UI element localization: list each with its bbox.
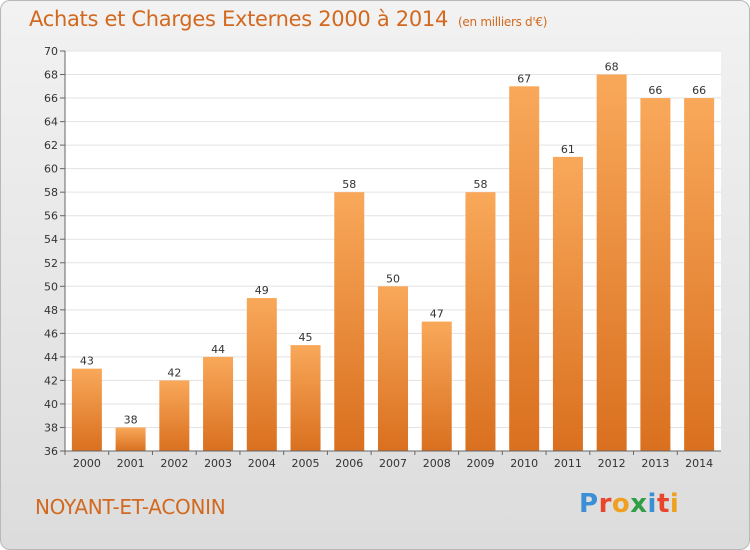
y-tick-label: 46: [44, 327, 58, 340]
data-label: 49: [255, 284, 269, 297]
data-label: 47: [430, 308, 444, 321]
y-tick-label: 48: [44, 304, 58, 317]
chart-subtitle: (en milliers d'€): [458, 15, 548, 29]
x-tick-label: 2012: [598, 457, 626, 470]
axes: 36 38 40 42 44 46 48 50 52 54 56 58 60 62 64 66 68 70 2000…: [44, 45, 721, 470]
x-tick-label: 2001: [117, 457, 145, 470]
x-tick-label: 2000: [73, 457, 101, 470]
x-tick-label: 2006: [335, 457, 363, 470]
data-label: 61: [561, 143, 575, 156]
data-label: 43: [80, 355, 94, 368]
y-tick-label: 44: [44, 351, 58, 364]
x-tick-label: 2010: [510, 457, 538, 470]
logo-letter: t: [656, 489, 670, 519]
bar: [640, 98, 671, 451]
proxiti-logo: Proxiti: [579, 489, 679, 519]
y-tick-label: 70: [44, 45, 58, 58]
bar: [115, 427, 146, 451]
x-tick-label: 2014: [685, 457, 713, 470]
logo-letter: o: [611, 489, 631, 519]
y-tick-label: 58: [44, 186, 58, 199]
bar: [246, 298, 277, 451]
y-tick-label: 64: [44, 116, 58, 129]
bar: [290, 345, 321, 451]
bar: [334, 192, 365, 452]
bar: [71, 368, 102, 451]
y-tick-label: 54: [44, 233, 58, 246]
logo-letter: i: [647, 489, 657, 519]
bar: [465, 192, 496, 452]
y-tick-label: 40: [44, 398, 58, 411]
data-label: 58: [473, 178, 487, 191]
location-name: NOYANT-ET-ACONIN: [35, 495, 226, 519]
bar: [378, 286, 408, 451]
data-label: 42: [167, 366, 181, 379]
y-tick-label: 62: [44, 139, 58, 152]
data-label: 38: [124, 413, 138, 426]
x-tick-label: 2008: [423, 457, 451, 470]
bar: [203, 356, 234, 451]
bar: [421, 321, 452, 451]
data-label: 68: [605, 61, 619, 74]
y-tick-label: 68: [44, 69, 58, 82]
chart-title: Achats et Charges Externes 2000 à 2014 (e…: [29, 7, 548, 31]
data-label: 50: [386, 272, 400, 285]
logo-letter: i: [669, 489, 680, 519]
data-label: 66: [648, 84, 662, 97]
x-tick-label: 2004: [248, 457, 276, 470]
bars: 43 38 42 44 49 45 58 50 47 58 67 61 68 66 66: [71, 61, 715, 452]
x-tick-label: 2002: [160, 457, 188, 470]
logo-letter: r: [598, 489, 612, 519]
y-tick-label: 42: [44, 374, 58, 387]
bar: [509, 86, 540, 451]
y-tick-label: 38: [44, 421, 58, 434]
x-tick-label: 2003: [204, 457, 232, 470]
x-tick-label: 2009: [466, 457, 494, 470]
data-label: 58: [342, 178, 356, 191]
bar: [684, 98, 715, 451]
y-tick-label: 52: [44, 257, 58, 270]
bar: [159, 380, 190, 451]
y-tick-label: 66: [44, 92, 58, 105]
bar: [596, 74, 627, 451]
x-tick-label: 2011: [554, 457, 582, 470]
data-label: 45: [299, 331, 313, 344]
y-tick-label: 60: [44, 163, 58, 176]
y-tick-label: 50: [44, 280, 58, 293]
x-tick-label: 2005: [292, 457, 320, 470]
logo-letter: P: [579, 489, 599, 519]
y-tick-label: 36: [44, 445, 58, 458]
data-label: 66: [692, 84, 706, 97]
data-label: 44: [211, 343, 225, 356]
x-tick-label: 2007: [379, 457, 407, 470]
data-label: 67: [517, 72, 531, 85]
y-tick-label: 56: [44, 210, 58, 223]
logo-letter: x: [630, 489, 648, 519]
bar: [552, 156, 583, 451]
x-tick-label: 2013: [641, 457, 669, 470]
